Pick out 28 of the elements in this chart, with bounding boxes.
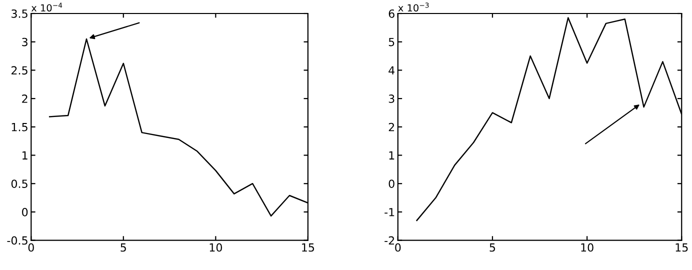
y-tick-label: 1 [389, 151, 394, 160]
y-tick-label: -1 [384, 208, 394, 216]
y-tick-label: 4 [388, 66, 394, 74]
x-tick-label: 10 [210, 243, 222, 252]
y-tick-label: 3 [22, 38, 28, 46]
y-tick-label: 5 [388, 38, 394, 46]
y-tick-label: 1.5 [12, 123, 28, 132]
y-tick-label: 1 [22, 151, 28, 160]
y-tick-label: -0.5 [7, 236, 28, 245]
x-tick-label: 5 [490, 243, 496, 252]
y-tick-label: 2.5 [12, 66, 28, 75]
y-tick-label: 0 [22, 208, 28, 216]
x-tick-label: 15 [302, 243, 314, 252]
text: x 10$^{−3}$ [398, 2, 429, 12]
y-tick-label: 2 [388, 122, 394, 132]
y-tick-label: 0.5 [11, 180, 28, 188]
y-tick-label: 3.5 [12, 9, 28, 18]
x-tick-label: 10 [581, 243, 594, 252]
text: x 10$^{−4}$ [31, 2, 62, 12]
y-tick-label: 0 [388, 180, 394, 188]
x-tick-label: 15 [676, 243, 688, 252]
x-tick-label: 5 [120, 243, 126, 252]
y-tick-label: 3 [388, 94, 394, 103]
y-tick-label: -2 [384, 236, 394, 245]
x-tick-label: 0 [28, 243, 34, 252]
x-tick-label: 0 [395, 243, 401, 252]
y-tick-label: 6 [388, 9, 394, 18]
y-tick-label: 2 [22, 94, 28, 103]
